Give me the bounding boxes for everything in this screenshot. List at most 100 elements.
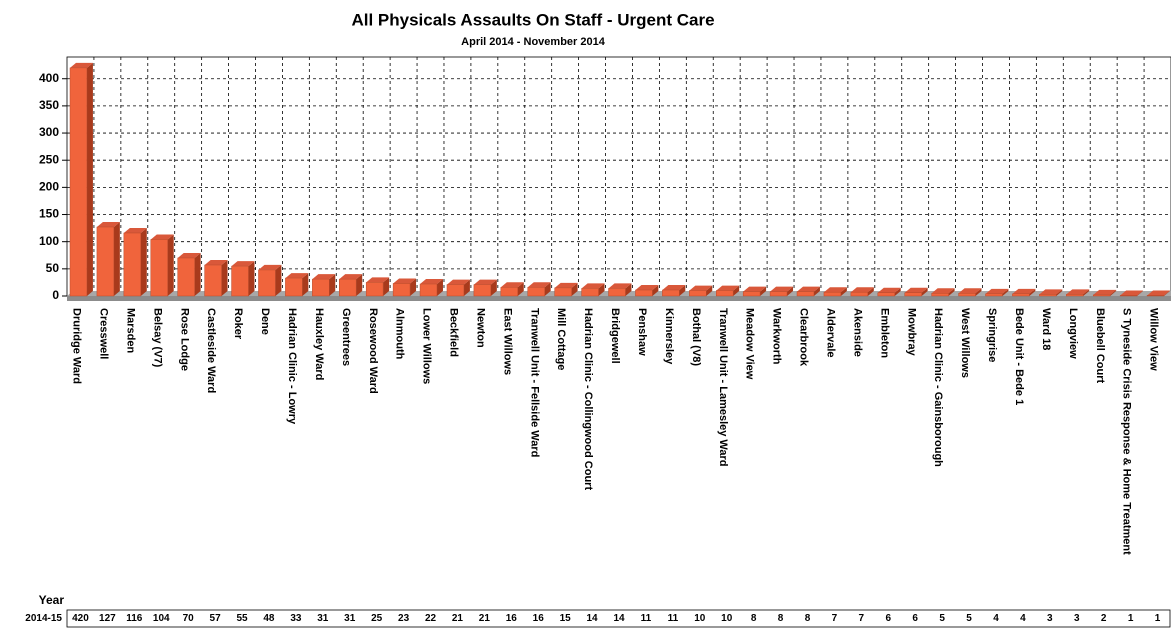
bar-side <box>1056 289 1063 296</box>
bar-top <box>554 282 578 288</box>
bar-top <box>204 260 228 266</box>
bar <box>285 277 303 297</box>
bar-side <box>625 283 632 296</box>
bar-top <box>231 261 255 267</box>
bar-top <box>931 288 955 294</box>
table-value: 31 <box>317 613 329 624</box>
bar-top <box>1012 288 1036 294</box>
bar-top <box>312 274 336 280</box>
bar <box>123 232 142 297</box>
bar <box>365 282 384 297</box>
y-tick-label: 200 <box>39 180 59 194</box>
table-value: 15 <box>560 613 572 624</box>
table-value: 3 <box>1074 613 1080 624</box>
bar-top <box>446 279 470 285</box>
bar-top <box>258 264 282 270</box>
x-tick-label: Newton <box>474 308 486 348</box>
bar <box>500 287 519 297</box>
bar-top <box>420 279 443 285</box>
bar <box>96 226 115 297</box>
bar-top <box>366 277 390 283</box>
bar-top <box>797 286 820 292</box>
bar-side <box>490 279 497 296</box>
x-tick-label: Dene <box>259 308 271 335</box>
x-tick-label: Druridge Ward <box>71 308 83 384</box>
bar-top <box>877 287 901 293</box>
x-tick-label: Roker <box>232 308 244 340</box>
x-tick-label: Hadrian Clinic - Lowry <box>286 308 298 425</box>
y-tick-label: 350 <box>39 98 59 112</box>
table-header: Year <box>39 593 65 607</box>
bar-top <box>608 283 632 289</box>
table-value: 8 <box>805 613 811 624</box>
bar-top <box>770 286 794 292</box>
table-value: 7 <box>859 613 865 624</box>
x-tick-label: Embleton <box>878 308 890 358</box>
y-tick-label: 400 <box>39 71 59 85</box>
bar <box>312 278 330 297</box>
bar-side <box>894 287 901 296</box>
table-value: 16 <box>506 613 518 624</box>
table-value: 127 <box>99 613 116 624</box>
x-tick-label: Rosewood Ward <box>367 308 379 394</box>
x-tick-label: Clearbrook <box>798 308 810 367</box>
bar-top <box>1093 289 1117 295</box>
table-value: 14 <box>613 613 625 624</box>
bar <box>823 291 842 297</box>
x-tick-label: Greentrees <box>340 308 352 366</box>
bar-side <box>571 282 578 296</box>
x-tick-label: Hadrian Clinic - Gainsborough <box>932 308 944 467</box>
bar <box>258 269 276 297</box>
bar <box>958 293 976 297</box>
bar <box>608 288 626 297</box>
bar-side <box>733 285 740 296</box>
bar-side <box>517 282 524 296</box>
table-value: 21 <box>452 613 464 624</box>
table-value: 5 <box>939 613 945 624</box>
bar-side <box>113 222 120 296</box>
table-value: 8 <box>778 613 784 624</box>
bar-side <box>248 261 255 296</box>
x-tick-label: Lower Willows <box>421 308 433 384</box>
bar-side <box>867 287 874 296</box>
table-value: 2 <box>1101 613 1107 624</box>
bar-side <box>544 282 551 296</box>
bar-top <box>393 278 417 284</box>
x-tick-label: Springrise <box>986 308 998 362</box>
bar-side <box>679 285 686 296</box>
bar <box>635 289 653 297</box>
bar-side <box>921 287 928 296</box>
bar-side <box>383 277 390 296</box>
bar <box>419 283 438 297</box>
bar-side <box>410 278 417 296</box>
bar-top <box>985 288 1009 294</box>
table-value: 14 <box>587 613 599 624</box>
bar-top <box>850 287 874 293</box>
table-value: 1 <box>1155 613 1161 624</box>
series-name: 2014-15 <box>25 613 62 624</box>
bar-side <box>1110 289 1117 296</box>
y-tick-label: 50 <box>46 261 60 275</box>
x-tick-label: Kinnersley <box>663 308 675 365</box>
bar-side <box>140 227 147 296</box>
bar <box>339 278 357 297</box>
bar-top <box>823 287 847 293</box>
x-tick-label: Rose Lodge <box>178 308 190 371</box>
bar-top <box>581 283 605 289</box>
x-tick-label: Aldervale <box>825 308 837 358</box>
bar-top <box>662 285 686 291</box>
table-value: 11 <box>668 613 679 624</box>
bar-side <box>1029 288 1036 296</box>
floor <box>67 296 1171 301</box>
table-value: 31 <box>344 613 356 624</box>
bar <box>985 293 1003 297</box>
x-tick-label: Bluebell Court <box>1094 308 1106 384</box>
bar-top <box>743 286 767 292</box>
bar-top <box>150 234 174 240</box>
bar-side <box>1137 290 1144 296</box>
bar <box>581 288 599 297</box>
bar-top <box>70 62 93 68</box>
x-tick-label: Penshaw <box>636 308 648 356</box>
bar-top <box>339 274 363 280</box>
